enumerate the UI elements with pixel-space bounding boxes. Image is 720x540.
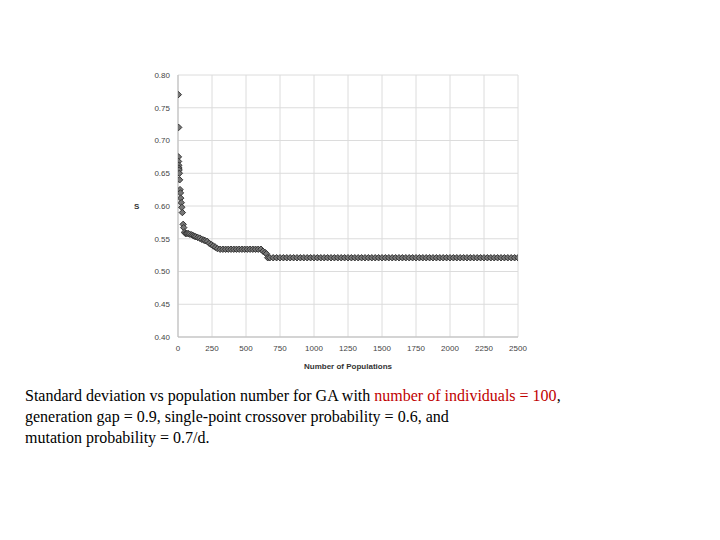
svg-text:0.70: 0.70 bbox=[154, 136, 170, 145]
svg-text:1750: 1750 bbox=[407, 344, 425, 353]
svg-text:1500: 1500 bbox=[373, 344, 391, 353]
svg-text:0.80: 0.80 bbox=[154, 71, 170, 80]
svg-text:0.40: 0.40 bbox=[154, 333, 170, 342]
svg-text:2250: 2250 bbox=[475, 344, 493, 353]
svg-text:S: S bbox=[134, 202, 140, 211]
svg-text:2500: 2500 bbox=[509, 344, 527, 353]
svg-text:750: 750 bbox=[273, 344, 287, 353]
svg-text:0.75: 0.75 bbox=[154, 104, 170, 113]
html-text:generation gap = 0.9, single-p: generation gap = 0.9, single-point cross… bbox=[25, 408, 449, 425]
svg-text:500: 500 bbox=[239, 344, 253, 353]
svg-text:0.50: 0.50 bbox=[154, 267, 170, 276]
svg-text:0: 0 bbox=[176, 344, 181, 353]
svg-text:0.55: 0.55 bbox=[154, 235, 170, 244]
svg-text:1250: 1250 bbox=[339, 344, 357, 353]
html-text:mutation probability = 0.7/d.: mutation probability = 0.7/d. bbox=[25, 429, 210, 446]
svg-text:2000: 2000 bbox=[441, 344, 459, 353]
svg-text:1000: 1000 bbox=[305, 344, 323, 353]
svg-text:250: 250 bbox=[205, 344, 219, 353]
svg-text:0.45: 0.45 bbox=[154, 300, 170, 309]
html-text:Standard deviation vs populati: Standard deviation vs population number … bbox=[25, 387, 561, 404]
svg-text:Number of Populations: Number of Populations bbox=[304, 362, 393, 371]
svg-text:0.60: 0.60 bbox=[154, 202, 170, 211]
svg-text:0.65: 0.65 bbox=[154, 169, 170, 178]
